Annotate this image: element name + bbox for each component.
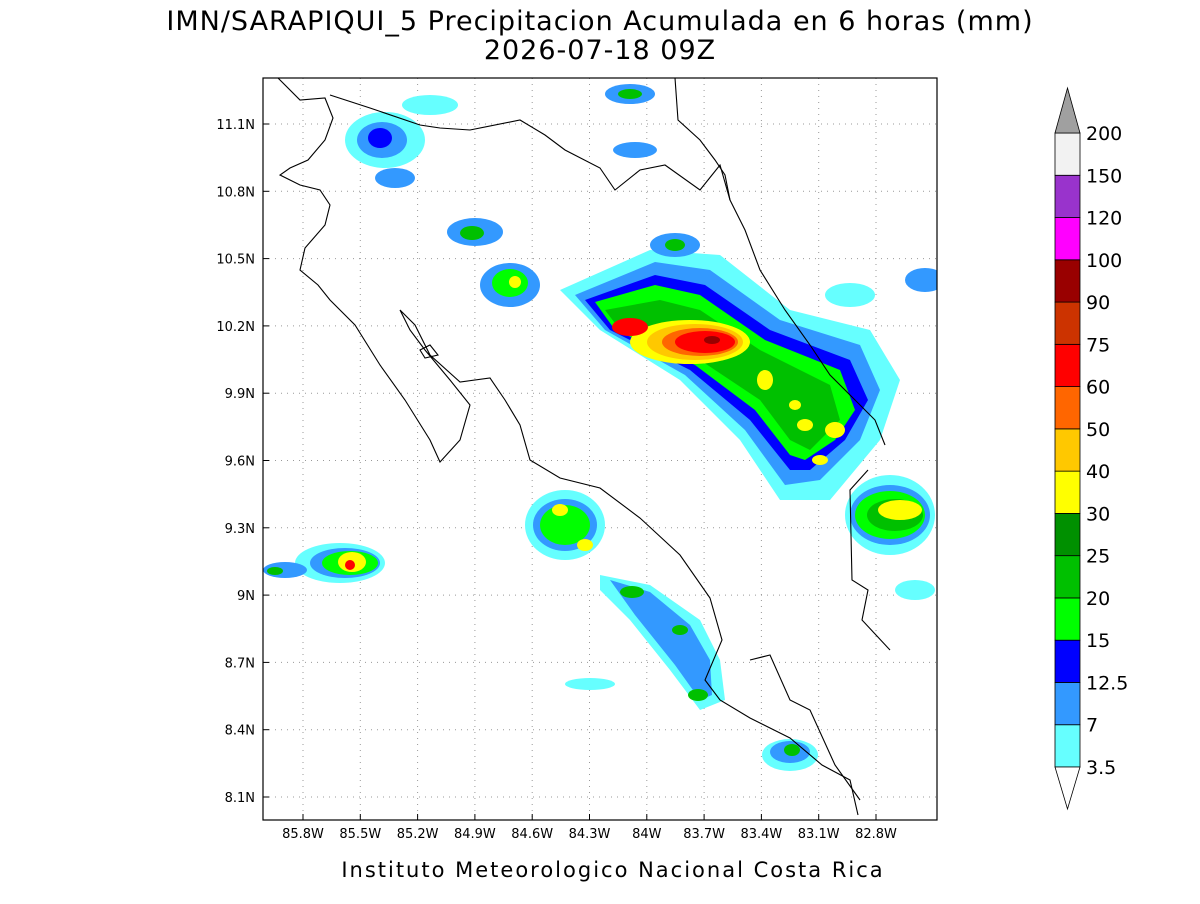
- colorbar-label: 200: [1086, 123, 1122, 145]
- title: IMN/SARAPIQUI_5 Precipitacion Acumulada …: [166, 6, 1033, 37]
- lon-label: 85.5W: [339, 827, 381, 842]
- colorbar-label: 30: [1086, 503, 1110, 525]
- colorbar-swatch: [1054, 343, 1081, 388]
- colorbar-swatch: [1054, 386, 1081, 430]
- colorbar-swatch: [1054, 682, 1081, 726]
- lon-label: 84.9W: [454, 827, 496, 842]
- lon-label: 84W: [632, 827, 662, 842]
- lat-label: 9.3N: [225, 522, 255, 537]
- precipitation-field: [263, 78, 937, 816]
- lat-label: 10.8N: [216, 185, 255, 200]
- colorbar-label: 12.5: [1086, 672, 1128, 694]
- colorbar-swatch: [1054, 174, 1081, 218]
- lon-label: 83.4W: [740, 827, 782, 842]
- colorbar-label: 25: [1086, 546, 1110, 568]
- colorbar-label: 150: [1086, 165, 1122, 187]
- lat-label: 10.5N: [216, 253, 255, 268]
- lat-label: 11.1N: [216, 118, 255, 133]
- footer: Instituto Meteorologico Nacional Costa R…: [341, 858, 884, 882]
- colorbar-swatch: [1054, 217, 1081, 261]
- colorbar: 3.5 7 12.5 15 20 25 30 40 50 60 75 90 100 120 150 200: [1054, 86, 1128, 811]
- colorbar-label: 7: [1086, 715, 1098, 737]
- lon-label: 83.7W: [683, 827, 725, 842]
- colorbar-label: 20: [1086, 588, 1110, 610]
- colorbar-over: [1054, 86, 1081, 134]
- colorbar-label: 50: [1086, 419, 1110, 441]
- lat-label: 10.2N: [216, 320, 255, 335]
- colorbar-label: 40: [1086, 461, 1110, 483]
- colorbar-label: 90: [1086, 292, 1110, 314]
- colorbar-swatch: [1054, 555, 1081, 599]
- colorbar-label: 75: [1086, 334, 1110, 356]
- colorbar-swatch: [1054, 639, 1081, 683]
- colorbar-swatch: [1054, 470, 1081, 514]
- colorbar-under: [1054, 766, 1081, 811]
- lon-label: 84.6W: [511, 827, 553, 842]
- colorbar-swatch: [1054, 301, 1081, 345]
- lon-label: 82.8W: [855, 827, 897, 842]
- lon-label: 85.8W: [282, 827, 324, 842]
- colorbar-label: 3.5: [1086, 757, 1116, 779]
- lat-label: 9.9N: [225, 387, 255, 402]
- colorbar-swatch: [1054, 428, 1081, 472]
- lat-label: 9.6N: [225, 455, 255, 470]
- colorbar-label: 15: [1086, 630, 1110, 652]
- colorbar-label: 60: [1086, 377, 1110, 399]
- colorbar-label: 100: [1086, 250, 1122, 272]
- lat-label: 9N: [237, 589, 255, 604]
- colorbar-swatch: [1054, 724, 1081, 768]
- lat-label: 8.7N: [225, 656, 255, 671]
- lon-label: 84.3W: [569, 827, 611, 842]
- map-frame: [262, 77, 938, 821]
- lon-label: 85.2W: [397, 827, 439, 842]
- colorbar-swatch: [1054, 259, 1081, 303]
- lat-label: 8.4N: [225, 724, 255, 739]
- lat-label: 8.1N: [225, 791, 255, 806]
- colorbar-swatch: [1054, 597, 1081, 641]
- subtitle: 2026-07-18 09Z: [484, 35, 716, 66]
- colorbar-swatch: [1054, 513, 1081, 557]
- colorbar-label: 120: [1086, 208, 1122, 230]
- lon-label: 83.1W: [798, 827, 840, 842]
- colorbar-swatch: [1054, 132, 1081, 176]
